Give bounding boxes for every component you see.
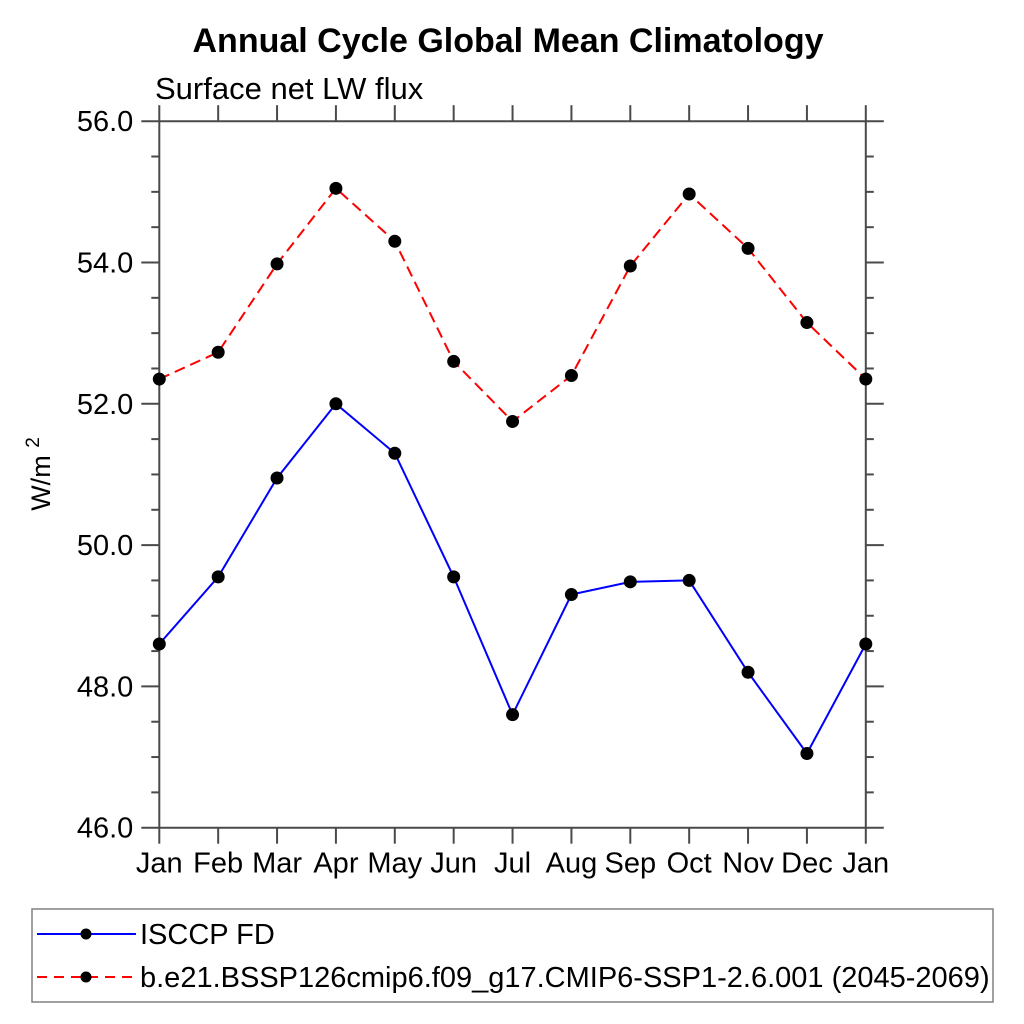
data-point-marker <box>682 187 696 201</box>
legend-marker <box>80 928 92 940</box>
data-point-marker <box>800 316 814 330</box>
data-point-marker <box>741 665 755 679</box>
y-axis-label-exponent: 2 <box>23 437 44 448</box>
x-tick-label: Apr <box>313 848 358 880</box>
data-point-marker <box>859 372 873 386</box>
data-point-marker <box>270 471 284 485</box>
x-tick-label: Mar <box>252 848 302 880</box>
x-tick-label: Jul <box>494 848 531 880</box>
chart-subtitle: Surface net LW flux <box>155 71 424 106</box>
y-tick-label: 54.0 <box>77 248 133 280</box>
x-tick-label: May <box>367 848 422 880</box>
data-point-marker <box>152 637 166 651</box>
data-point-marker <box>211 570 225 584</box>
x-tick-label: Nov <box>722 848 774 880</box>
y-tick-label: 52.0 <box>77 389 133 421</box>
data-point-marker <box>447 354 461 368</box>
data-point-marker <box>859 637 873 651</box>
data-point-marker <box>564 588 578 602</box>
data-point-marker <box>329 397 343 411</box>
data-point-marker <box>506 414 520 428</box>
data-point-marker <box>623 575 637 589</box>
data-point-marker <box>388 446 402 460</box>
y-tick-label: 56.0 <box>77 106 133 138</box>
data-point-marker <box>447 570 461 584</box>
y-axis-label-base: W/m <box>26 455 56 510</box>
y-tick-label: 46.0 <box>77 813 133 845</box>
data-point-marker <box>152 372 166 386</box>
y-tick-label: 50.0 <box>77 530 133 562</box>
y-tick-label: 48.0 <box>77 671 133 703</box>
y-axis-label: W/m 2 <box>23 437 56 511</box>
data-point-marker <box>564 369 578 383</box>
data-point-marker <box>682 573 696 587</box>
legend-label: b.e21.BSSP126cmip6.f09_g17.CMIP6-SSP1-2.… <box>140 962 990 994</box>
x-tick-label: Dec <box>781 848 833 880</box>
data-point-marker <box>270 257 284 271</box>
legend-box <box>31 908 994 1003</box>
axis-frame <box>158 120 867 829</box>
x-tick-label: Oct <box>667 848 712 880</box>
legend-marker <box>80 971 92 983</box>
data-point-marker <box>800 747 814 761</box>
legend-label: ISCCP FD <box>140 919 275 951</box>
x-tick-label: Jan <box>842 848 889 880</box>
x-tick-label: Jun <box>430 848 477 880</box>
series-line <box>158 186 867 423</box>
legend: ISCCP FD b.e21.BSSP126cmip6.f09_g17.CMIP6… <box>31 908 994 1003</box>
data-point-marker <box>506 708 520 722</box>
x-tick-label: Sep <box>604 848 656 880</box>
data-point-marker <box>623 259 637 273</box>
data-point-marker <box>741 241 755 255</box>
chart-title: Annual Cycle Global Mean Climatology <box>193 22 824 60</box>
data-point-marker <box>211 345 225 359</box>
series-line <box>158 402 867 756</box>
x-tick-label: Feb <box>193 848 243 880</box>
data-point-marker <box>388 234 402 248</box>
x-tick-label: Aug <box>546 848 598 880</box>
data-point-marker <box>329 181 343 195</box>
x-tick-label: Jan <box>136 848 183 880</box>
